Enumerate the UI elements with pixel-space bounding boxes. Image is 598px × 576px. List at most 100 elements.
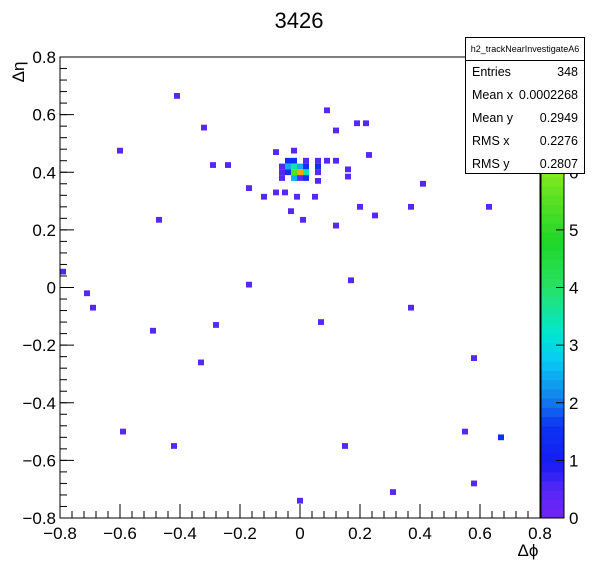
heatmap-cell — [279, 163, 285, 170]
stats-title: h2_trackNearInvestigateA6 — [466, 38, 584, 61]
heatmap-cell — [291, 163, 297, 170]
stats-label: RMS y — [472, 156, 510, 171]
heatmap-cell — [354, 120, 360, 127]
y-tick-label: −0.2 — [22, 336, 56, 355]
heatmap-cell — [303, 175, 309, 181]
heatmap-cell — [294, 193, 300, 200]
x-tick-label: 0.2 — [348, 524, 372, 543]
heatmap-cell — [324, 107, 330, 114]
colorbar-band — [541, 490, 564, 501]
x-tick-label: −0.8 — [43, 524, 77, 543]
heatmap-cell — [420, 180, 426, 187]
colorbar-band — [541, 425, 564, 436]
heatmap-cell — [297, 169, 303, 176]
heatmap-cell — [156, 216, 162, 223]
colorbar-band — [541, 352, 564, 362]
heatmap-cell — [291, 169, 297, 176]
colorbar-band — [541, 407, 564, 418]
colorbar-tick-label: 3 — [569, 336, 578, 355]
heatmap-cell — [282, 189, 288, 196]
y-tick-label: −0.8 — [22, 509, 56, 528]
colorbar-band — [541, 435, 564, 445]
colorbar-band — [541, 388, 564, 399]
heatmap-cell — [120, 428, 126, 435]
y-axis-label: Δη — [9, 62, 28, 83]
stats-label: Mean y — [472, 110, 513, 125]
heatmap-cell — [318, 319, 324, 325]
heatmap-cell — [273, 149, 279, 155]
chart-title: 3426 — [275, 8, 324, 33]
heatmap-cell — [315, 163, 321, 170]
stats-row-mean-x: Mean x 0.0002268 — [466, 84, 584, 107]
colorbar-band — [541, 296, 564, 307]
heatmap-cell — [288, 208, 294, 215]
colorbar-band — [541, 416, 564, 427]
colorbar-band — [541, 508, 564, 519]
colorbar-band — [541, 333, 564, 344]
y-tick-label: 0.6 — [32, 106, 56, 125]
stats-row-rms-x: RMS x 0.2276 — [466, 129, 584, 152]
heatmap-cell — [297, 163, 303, 170]
x-tick-label: −0.6 — [103, 524, 137, 543]
stats-label: Entries — [472, 65, 511, 80]
heatmap-cell — [345, 173, 351, 180]
heatmap-cell — [471, 480, 477, 487]
y-tick-label: 0.4 — [32, 163, 56, 182]
heatmap-cell — [312, 193, 318, 200]
heatmap-cell — [261, 193, 267, 200]
heatmap-cell — [285, 169, 291, 176]
heatmap-cell — [117, 147, 123, 154]
colorbar-band — [541, 176, 564, 187]
heatmap-cell — [390, 489, 396, 495]
heatmap-cell — [315, 157, 321, 164]
colorbar-band — [541, 471, 564, 482]
colorbar-band — [541, 250, 564, 261]
x-tick-label: −0.2 — [223, 524, 257, 543]
colorbar-band — [541, 195, 564, 206]
colorbar-band — [541, 444, 564, 454]
colorbar-band — [541, 222, 564, 233]
heatmap-cell — [303, 157, 309, 164]
heatmap-cell — [333, 157, 339, 164]
colorbar-band — [541, 213, 564, 224]
colorbar-band — [541, 241, 564, 252]
colorbar-band — [541, 361, 564, 371]
heatmap-cell — [303, 169, 309, 176]
heatmap-cell — [462, 428, 468, 435]
y-tick-label: −0.4 — [22, 394, 56, 413]
colorbar-tick-label: 0 — [569, 509, 578, 528]
heatmap-cell — [291, 147, 297, 154]
colorbar-band — [541, 453, 564, 464]
heatmap-cell — [171, 443, 177, 449]
heatmap-cell — [408, 203, 414, 210]
stats-row-entries: Entries 348 — [466, 61, 584, 84]
colorbar-band — [541, 342, 564, 353]
heatmap-cell — [279, 169, 285, 176]
heatmap-cell — [408, 304, 414, 311]
heatmap-cell — [198, 359, 204, 366]
colorbar-band — [541, 287, 564, 298]
heatmap-cell — [297, 175, 303, 181]
heatmap-cell — [246, 281, 252, 288]
heatmap-cell — [333, 127, 339, 134]
x-tick-label: 0 — [295, 524, 304, 543]
heatmap-cell — [225, 162, 231, 168]
x-axis-label: Δϕ — [518, 541, 539, 560]
y-tick-label: 0 — [47, 279, 56, 298]
colorbar-band — [541, 259, 564, 270]
heatmap-cell — [345, 166, 351, 173]
heatmap-cell — [201, 124, 207, 131]
heatmap-cell — [366, 152, 372, 158]
colorbar-band — [541, 398, 564, 408]
heatmap-cell — [297, 497, 303, 504]
heatmap-cell — [486, 203, 492, 210]
heatmap-cell — [60, 268, 66, 275]
heatmap-cell — [291, 175, 297, 181]
stats-value: 0.2807 — [539, 156, 578, 171]
colorbar-band — [541, 232, 564, 242]
heatmap-cell — [471, 355, 477, 361]
stats-row-rms-y: RMS y 0.2807 — [466, 152, 584, 175]
stats-label: Mean x — [472, 88, 513, 103]
y-tick-label: −0.6 — [22, 451, 56, 470]
heatmap-cell — [333, 222, 339, 229]
